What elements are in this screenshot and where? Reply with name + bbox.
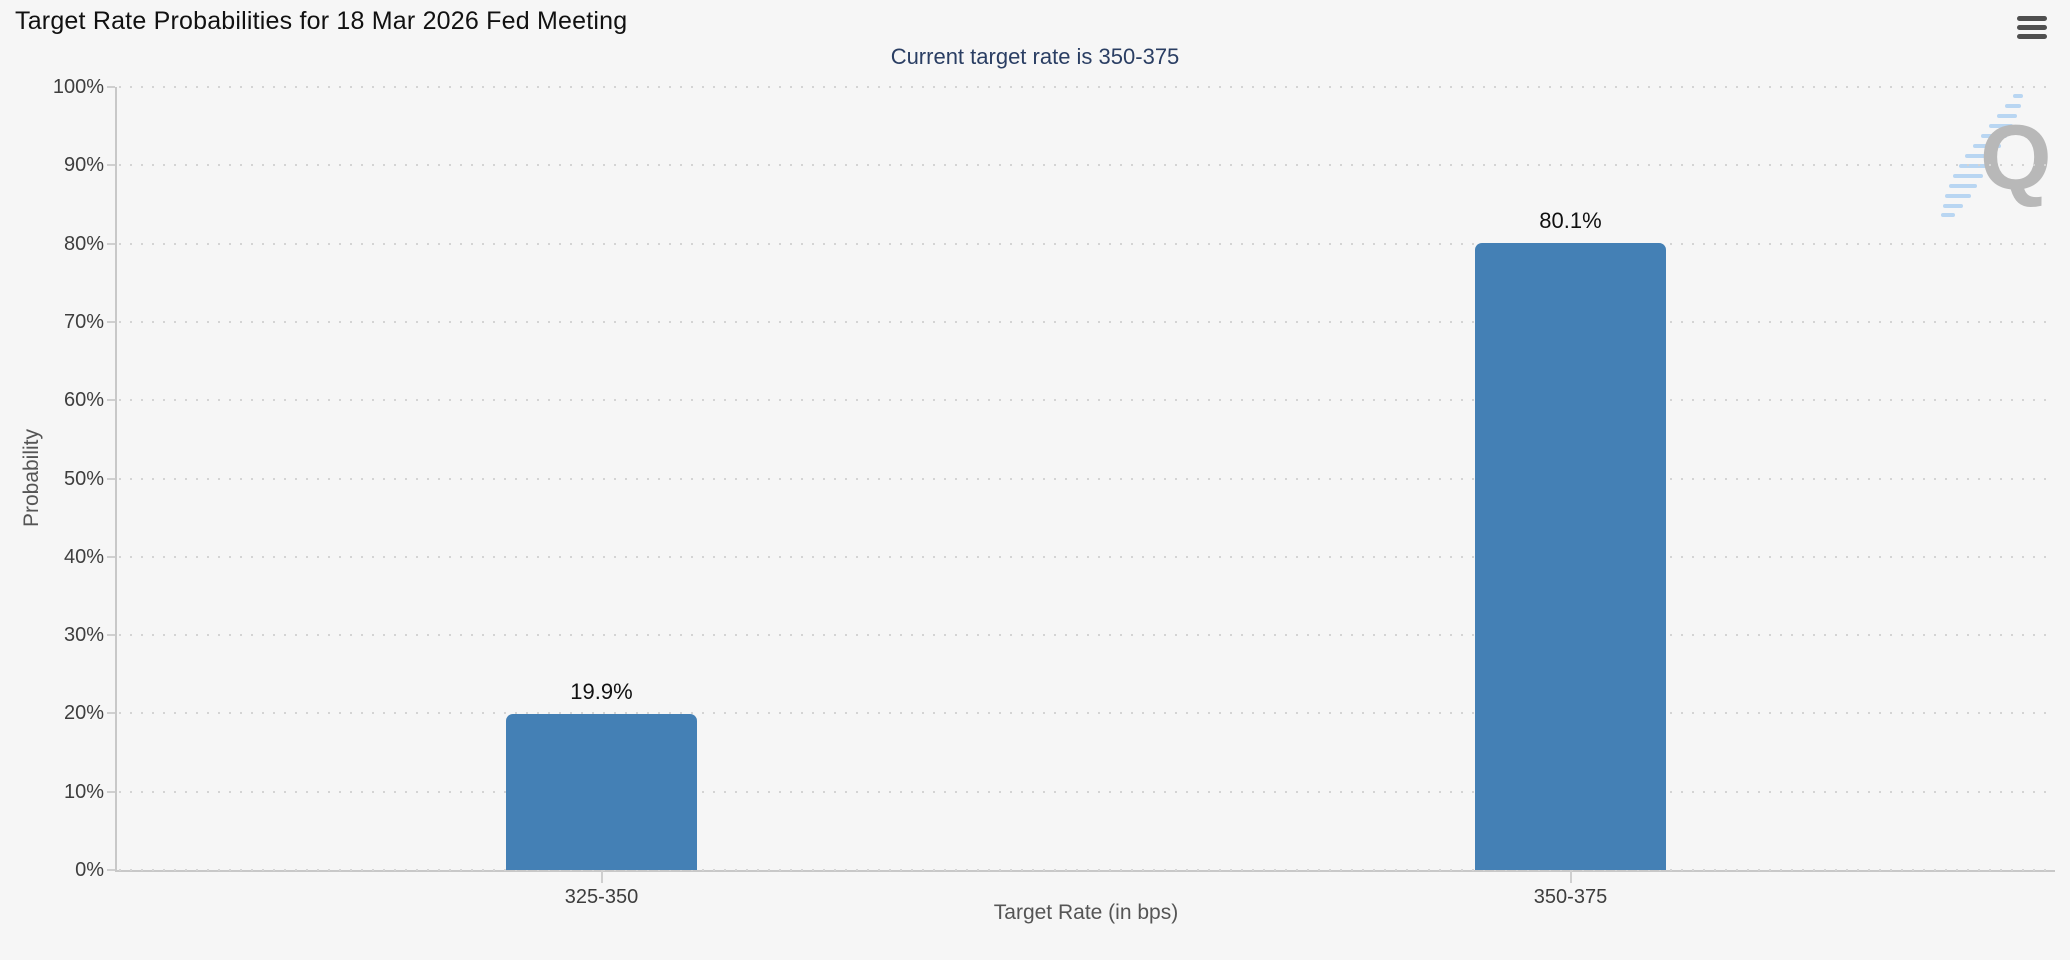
hamburger-icon-bar: [2017, 34, 2047, 39]
gridline-0: [119, 869, 2055, 871]
gridline-60: [119, 399, 2055, 402]
bar-350-375: [1475, 242, 1666, 870]
y-tick-label: 10%: [63, 780, 104, 803]
y-tick-mark: [107, 399, 115, 402]
y-tick-label: 20%: [63, 702, 104, 725]
gridline-20: [119, 712, 2055, 715]
y-tick-mark: [107, 86, 115, 88]
chart-menu-button[interactable]: [2017, 16, 2047, 39]
chart-subtitle: Current target rate is 350-375: [890, 44, 1180, 69]
x-tick-mark: [1569, 870, 1572, 883]
y-tick-label: 80%: [63, 232, 104, 255]
y-tick-mark: [107, 164, 115, 167]
gridline-90: [119, 164, 2055, 167]
y-axis-line: [115, 87, 117, 870]
x-axis-title: Target Rate (in bps): [993, 901, 1179, 924]
x-axis-line: [115, 870, 2055, 872]
x-tick-label: 350-375: [1533, 886, 1608, 908]
bar-value-label: 80.1%: [1539, 207, 1602, 233]
y-tick-label: 50%: [63, 467, 104, 490]
gridline-80: [119, 242, 2055, 245]
y-tick-mark: [107, 320, 115, 323]
gridline-70: [119, 320, 2055, 323]
y-tick-label: 70%: [63, 310, 104, 333]
y-tick-mark: [107, 477, 115, 480]
gridline-100: [119, 86, 2055, 88]
gridline-10: [119, 790, 2055, 793]
y-tick-label: 90%: [63, 154, 104, 177]
y-axis-title: Probability: [20, 428, 43, 528]
plot-area: 0% 10% 20% 30% 40% 50% 60% 70% 80% 90% 100% 19.9% 32…: [53, 76, 2055, 908]
x-tick-mark: [600, 870, 603, 883]
hamburger-icon-bar: [2017, 16, 2047, 21]
chart-title: Target Rate Probabilities for 18 Mar 202…: [15, 7, 628, 35]
y-tick-mark: [107, 242, 115, 245]
y-tick-mark: [107, 869, 115, 871]
bar-value-label: 19.9%: [570, 679, 633, 705]
bar-325-350: [506, 714, 697, 870]
gridline-30: [119, 634, 2055, 637]
x-tick-label: 325-350: [564, 886, 639, 908]
y-tick-label: 0%: [75, 859, 104, 881]
y-tick-label: 60%: [63, 389, 104, 412]
y-tick-label: 100%: [52, 76, 104, 98]
y-tick-mark: [107, 634, 115, 637]
gridline-40: [119, 555, 2055, 558]
y-tick-mark: [107, 712, 115, 715]
y-tick-label: 40%: [63, 545, 104, 568]
y-tick-mark: [107, 790, 115, 793]
y-tick-mark: [107, 555, 115, 558]
hamburger-icon-bar: [2017, 25, 2047, 30]
y-tick-label: 30%: [63, 624, 104, 647]
gridline-50: [119, 477, 2055, 480]
